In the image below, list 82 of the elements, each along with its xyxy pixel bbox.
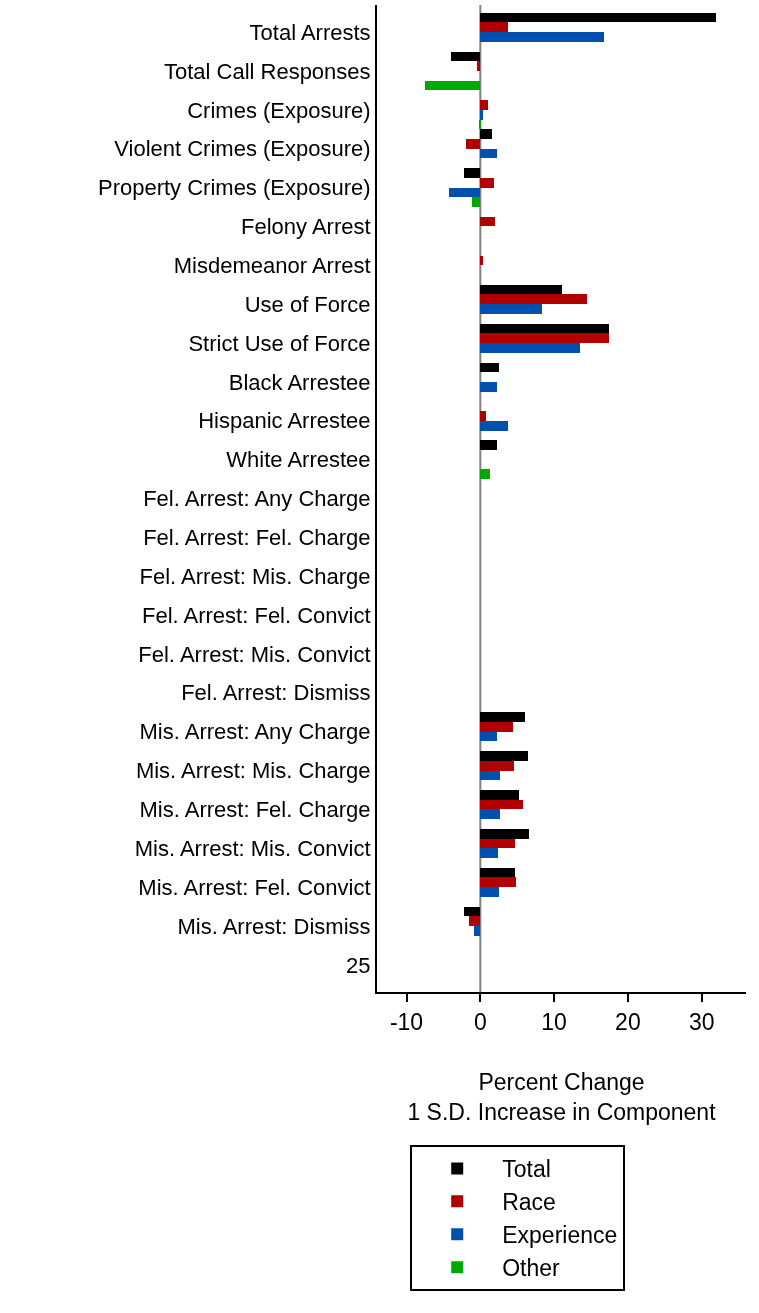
bar [480,32,604,42]
y-tick-label: Fel. Arrest: Fel. Convict [141,602,371,628]
y-tick-label: Total Call Responses [163,58,371,84]
legend-label: Race [502,1189,556,1216]
bar [472,197,480,207]
y-tick-label: Mis. Arrest: Mis. Charge [135,758,371,784]
bar [477,61,480,71]
y-tick-label: Crimes (Exposure) [187,97,371,123]
bar [480,848,498,858]
bar [480,877,516,887]
y-tick-label: Property Crimes (Exposure) [97,175,371,201]
y-tick-label: Strict Use of Force [188,330,371,356]
bar [480,887,499,897]
x-tick-label: -10 [389,1008,424,1035]
bar [480,790,519,800]
bar [480,100,488,110]
y-tick-label: Fel. Arrest: Mis. Charge [139,563,371,589]
y-tick-label: 25 [346,952,371,978]
bar [480,732,497,741]
bar [480,285,562,294]
y-tick-label: Mis. Arrest: Mis. Convict [134,835,371,861]
bar [480,440,497,450]
bar [480,22,508,32]
bar [464,168,480,178]
y-tick-label: Fel. Arrest: Fel. Charge [143,525,371,551]
bar [480,304,542,314]
x-axis-title: Percent Change 1 S.D. Increase in Component [407,1068,717,1125]
legend-label: Total [502,1156,551,1183]
bar [480,343,580,353]
legend-label: Experience [502,1222,618,1249]
bar [480,800,523,809]
y-tick-label: Use of Force [244,291,371,317]
bar [480,324,609,333]
bar [480,110,483,120]
bar [425,81,480,90]
bar [480,722,513,732]
y-tick-label: Mis. Arrest: Fel. Charge [139,797,371,823]
bar [480,178,494,188]
bar [480,333,609,343]
y-tick-label: Black Arrestee [228,369,371,395]
bar [480,294,587,304]
y-tick-label: Felony Arrest [240,214,371,240]
y-tick-label: Mis. Arrest: Dismiss [177,913,371,939]
bar [480,839,515,848]
bar [480,149,497,158]
bar [480,809,500,819]
y-tick-label: Fel. Arrest: Mis. Convict [138,641,371,667]
bar [480,411,486,421]
bar [449,188,480,197]
x-tick-label: 0 [473,1008,487,1035]
x-tick-label: 20 [615,1008,641,1035]
bar [480,421,508,431]
y-tick-label: Mis. Arrest: Any Charge [139,719,371,745]
bar [466,139,480,149]
y-tick-label: Fel. Arrest: Dismiss [181,680,371,706]
y-tick-label: Violent Crimes (Exposure) [114,136,371,162]
y-tick-label: Hispanic Arrestee [198,408,371,434]
y-tick-label: Total Arrests [249,19,371,45]
bar [469,916,480,926]
bar [480,829,529,839]
y-tick-label: Fel. Arrest: Any Charge [143,486,371,512]
x-tick-label: 30 [688,1008,715,1035]
bar [480,761,514,771]
x-tick-label: 10 [541,1008,567,1035]
bar [480,13,716,22]
legend-label: Other [502,1255,561,1282]
bar [451,52,480,61]
y-tick-label: White Arrestee [226,447,371,473]
bar [480,751,528,761]
bar [480,771,500,780]
y-tick-label: Misdemeanor Arrest [173,253,371,279]
bar [474,926,480,936]
bar [480,217,495,226]
bar [480,712,525,722]
y-tick-label: Mis. Arrest: Fel. Convict [138,874,371,900]
bar [480,363,499,372]
bar [480,868,515,877]
bar [480,129,492,139]
bar [464,907,480,916]
bar [480,382,497,392]
bar [480,469,490,479]
bar [480,256,483,265]
